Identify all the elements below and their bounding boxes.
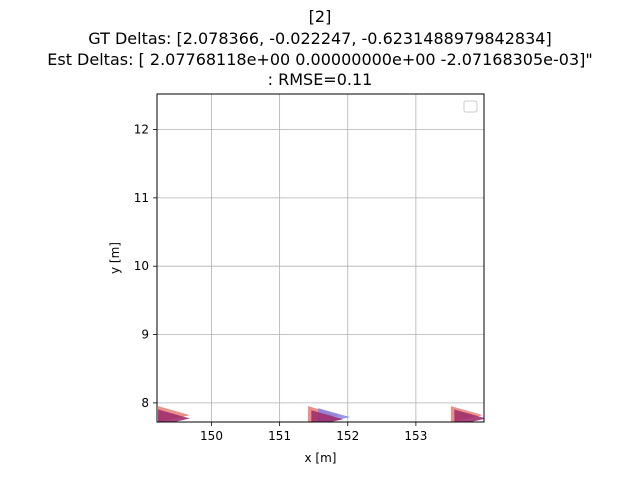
legend-box[interactable] [463,100,478,113]
y-axis-ticks: 8 9 10 11 12 [134,123,157,410]
y-tick-label: 9 [141,328,149,342]
arrow-marker-s2-p2 [454,409,484,422]
x-tick-label: 152 [336,429,359,443]
x-axis-label: x [m] [305,451,337,465]
y-tick-label: 8 [141,396,149,410]
data-markers [158,406,484,422]
title-line-4: : RMSE=0.11 [268,70,373,89]
arrow-marker-s2-p0 [158,409,191,422]
y-axis-label: y [m] [108,242,122,274]
y-tick-label: 10 [134,259,149,273]
arrow-marker-s2-p1 [311,410,344,422]
plot-area [156,93,485,423]
plot-frame [156,93,485,423]
x-axis-ticks: 150 151 152 153 [200,422,427,443]
y-tick-label: 11 [134,191,149,205]
title-line-1: [2] [309,7,332,26]
grid-lines [157,94,484,422]
chart-title: [2] GT Deltas: [2.078366, -0.022247, -0.… [47,7,592,89]
x-tick-label: 150 [200,429,223,443]
x-tick-label: 151 [268,429,291,443]
x-tick-label: 153 [404,429,427,443]
title-line-3: Est Deltas: [ 2.07768118e+00 0.00000000e… [47,50,592,69]
title-line-2: GT Deltas: [2.078366, -0.022247, -0.6231… [88,29,551,48]
plot-background [157,94,484,422]
y-tick-label: 12 [134,123,149,137]
